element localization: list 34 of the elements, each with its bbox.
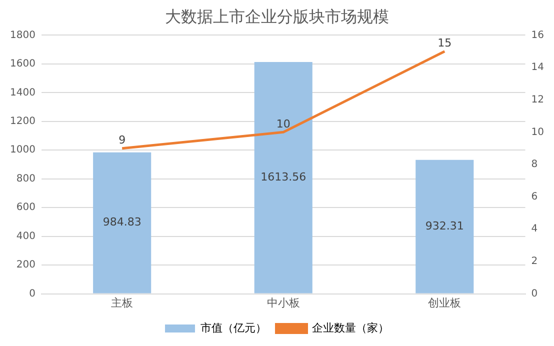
bar (93, 152, 152, 294)
y-tick-label: 1000 (10, 144, 36, 156)
y2-tick-label: 14 (531, 62, 544, 74)
y2-tick-label: 10 (531, 126, 544, 138)
data-label: 932.31 (425, 219, 464, 232)
x-tick-label: 中小板 (266, 296, 300, 310)
data-label: 9 (118, 134, 126, 147)
y2-tick-label: 8 (531, 159, 538, 170)
y-tick-label: 400 (16, 230, 36, 242)
y-tick-label: 1200 (10, 116, 36, 127)
data-label: 1613.56 (260, 170, 306, 184)
y2-tick-label: 0 (531, 288, 538, 300)
y-tick-label: 600 (16, 202, 36, 214)
y2-tick-label: 2 (531, 256, 538, 268)
data-label: 15 (438, 36, 452, 50)
data-label: 984.83 (102, 216, 142, 229)
bar (416, 160, 474, 294)
y-tick-label: 200 (16, 260, 36, 271)
y2-tick-label: 12 (531, 94, 544, 106)
x-tick-label: 创业板 (428, 296, 462, 310)
chart-title: 大数据上市企业分版块市场规模 (165, 6, 389, 26)
y2-tick-label: 4 (531, 224, 538, 235)
y-tick-label: 0 (29, 288, 36, 300)
y-tick-label: 1600 (10, 58, 36, 70)
legend-label: 市值（亿元） (200, 321, 266, 334)
y-tick-label: 1800 (10, 30, 36, 41)
bar (254, 62, 312, 294)
data-label: 10 (276, 118, 290, 131)
y-tick-label: 800 (16, 173, 36, 184)
y2-tick-label: 6 (531, 191, 538, 202)
y2-tick-label: 16 (531, 30, 544, 41)
x-tick-label: 主板 (111, 296, 134, 310)
y-tick-label: 1400 (10, 87, 36, 98)
legend-label: 企业数量（家） (312, 321, 389, 334)
